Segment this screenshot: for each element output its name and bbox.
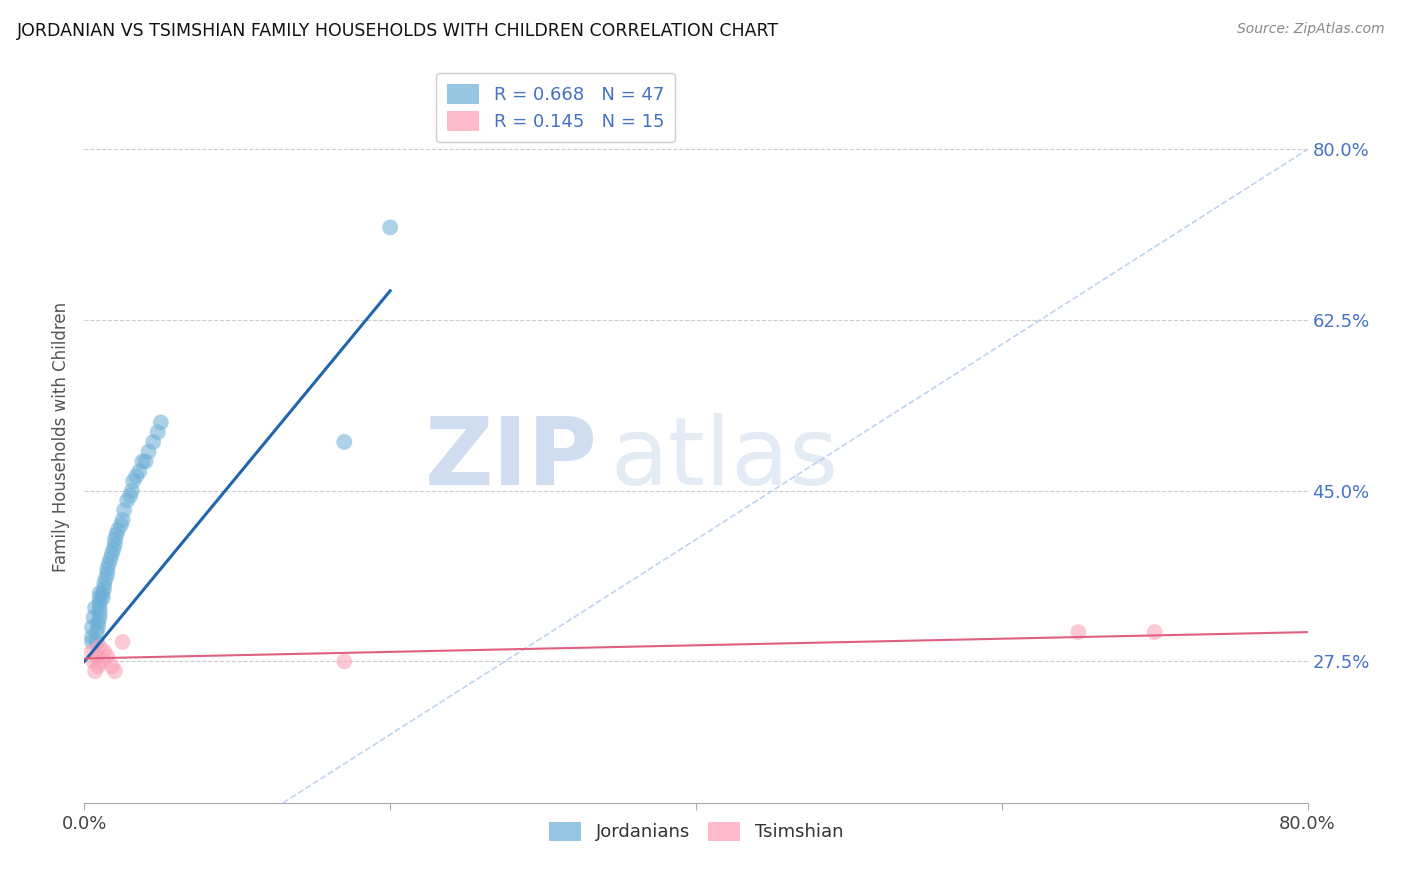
Point	[93, 576, 115, 591]
Point	[94, 572, 117, 586]
Point	[135, 454, 157, 468]
Point	[149, 416, 172, 430]
Point	[93, 581, 115, 595]
Point	[89, 606, 111, 620]
Point	[97, 557, 120, 571]
Point	[83, 654, 105, 668]
Point	[96, 566, 118, 581]
Point	[104, 537, 127, 551]
Text: ZIP: ZIP	[425, 413, 598, 505]
Point	[121, 483, 143, 498]
Point	[142, 434, 165, 449]
Point	[111, 635, 134, 649]
Point	[87, 659, 110, 673]
Text: JORDANIAN VS TSIMSHIAN FAMILY HOUSEHOLDS WITH CHILDREN CORRELATION CHART: JORDANIAN VS TSIMSHIAN FAMILY HOUSEHOLDS…	[17, 22, 779, 40]
Point	[87, 620, 110, 634]
Point	[104, 533, 127, 547]
Point	[89, 610, 111, 624]
Point	[128, 464, 150, 478]
Point	[89, 591, 111, 605]
Point	[83, 610, 105, 624]
Text: Source: ZipAtlas.com: Source: ZipAtlas.com	[1237, 22, 1385, 37]
Point	[111, 513, 134, 527]
Point	[80, 620, 103, 634]
Point	[104, 664, 127, 678]
Point	[101, 659, 124, 673]
Point	[120, 489, 142, 503]
Point	[115, 493, 138, 508]
Point	[105, 527, 128, 541]
Point	[80, 630, 103, 644]
Point	[84, 600, 107, 615]
Point	[138, 444, 160, 458]
Point	[96, 562, 118, 576]
Point	[380, 220, 402, 235]
Point	[89, 640, 111, 654]
Point	[91, 654, 114, 668]
Point	[103, 542, 125, 557]
Point	[131, 454, 153, 468]
Point	[122, 474, 145, 488]
Point	[93, 645, 115, 659]
Point	[333, 434, 356, 449]
Point	[86, 649, 108, 664]
Point	[91, 591, 114, 605]
Point	[84, 664, 107, 678]
Point	[80, 645, 103, 659]
Point	[107, 523, 129, 537]
Legend: Jordanians, Tsimshian: Jordanians, Tsimshian	[541, 814, 851, 848]
Point	[89, 600, 111, 615]
Point	[96, 649, 118, 664]
Text: atlas: atlas	[610, 413, 838, 505]
Point	[110, 517, 132, 532]
Point	[125, 469, 148, 483]
Point	[333, 654, 356, 668]
Point	[86, 635, 108, 649]
Point	[86, 625, 108, 640]
Point	[112, 503, 135, 517]
Point	[89, 596, 111, 610]
Point	[146, 425, 169, 440]
Point	[1143, 625, 1166, 640]
Point	[98, 552, 121, 566]
Point	[80, 635, 103, 649]
Point	[89, 586, 111, 600]
Point	[91, 586, 114, 600]
Point	[1067, 625, 1090, 640]
Point	[101, 547, 124, 561]
Y-axis label: Family Households with Children: Family Households with Children	[52, 302, 70, 572]
Point	[87, 615, 110, 630]
